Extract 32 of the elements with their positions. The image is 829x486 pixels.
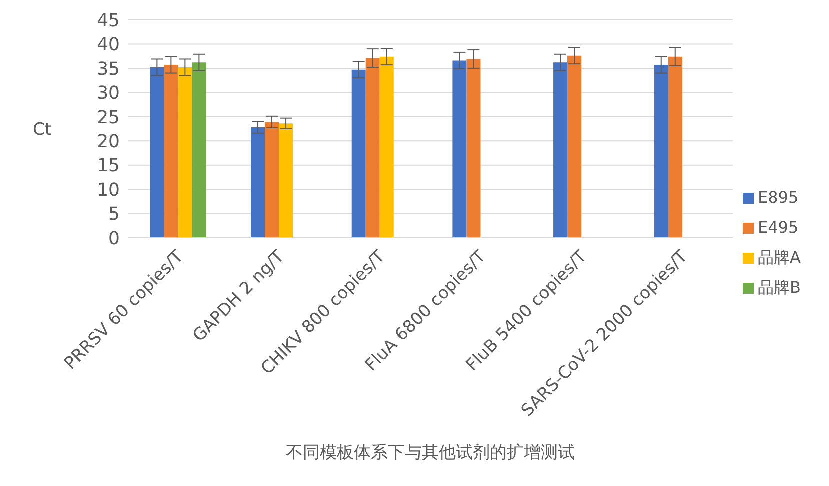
bar <box>265 122 280 238</box>
y-tick-label: 35 <box>97 58 120 80</box>
bar <box>668 56 682 238</box>
y-axis-title: Ct <box>33 120 52 140</box>
bar <box>380 56 394 238</box>
legend-label: 品牌A <box>758 248 801 267</box>
bar <box>352 70 366 238</box>
x-axis-title: 不同模板体系下与其他试剂的扩增测试 <box>286 443 576 463</box>
y-tick-label: 30 <box>97 83 120 104</box>
legend-label: E895 <box>758 188 799 207</box>
bar <box>150 67 164 238</box>
y-tick-label: 45 <box>97 10 120 32</box>
y-tick-label: 0 <box>108 228 120 250</box>
bar <box>279 124 294 238</box>
bar <box>568 56 582 238</box>
bar <box>654 65 668 238</box>
y-tick-label: 40 <box>97 34 120 56</box>
y-tick-label: 20 <box>97 132 120 152</box>
bar <box>192 62 206 238</box>
y-tick-label: 25 <box>97 107 120 128</box>
legend-label: E495 <box>758 218 799 237</box>
y-tick-label: 5 <box>108 204 120 226</box>
bar <box>178 67 192 238</box>
bar <box>466 59 481 238</box>
bar <box>452 60 467 238</box>
bar <box>366 58 380 238</box>
legend-label: 品牌B <box>758 278 801 297</box>
bar <box>554 62 568 238</box>
y-tick-label: 15 <box>97 156 120 177</box>
y-tick-label: 10 <box>97 180 120 201</box>
bar <box>164 65 178 238</box>
bar <box>251 128 266 238</box>
